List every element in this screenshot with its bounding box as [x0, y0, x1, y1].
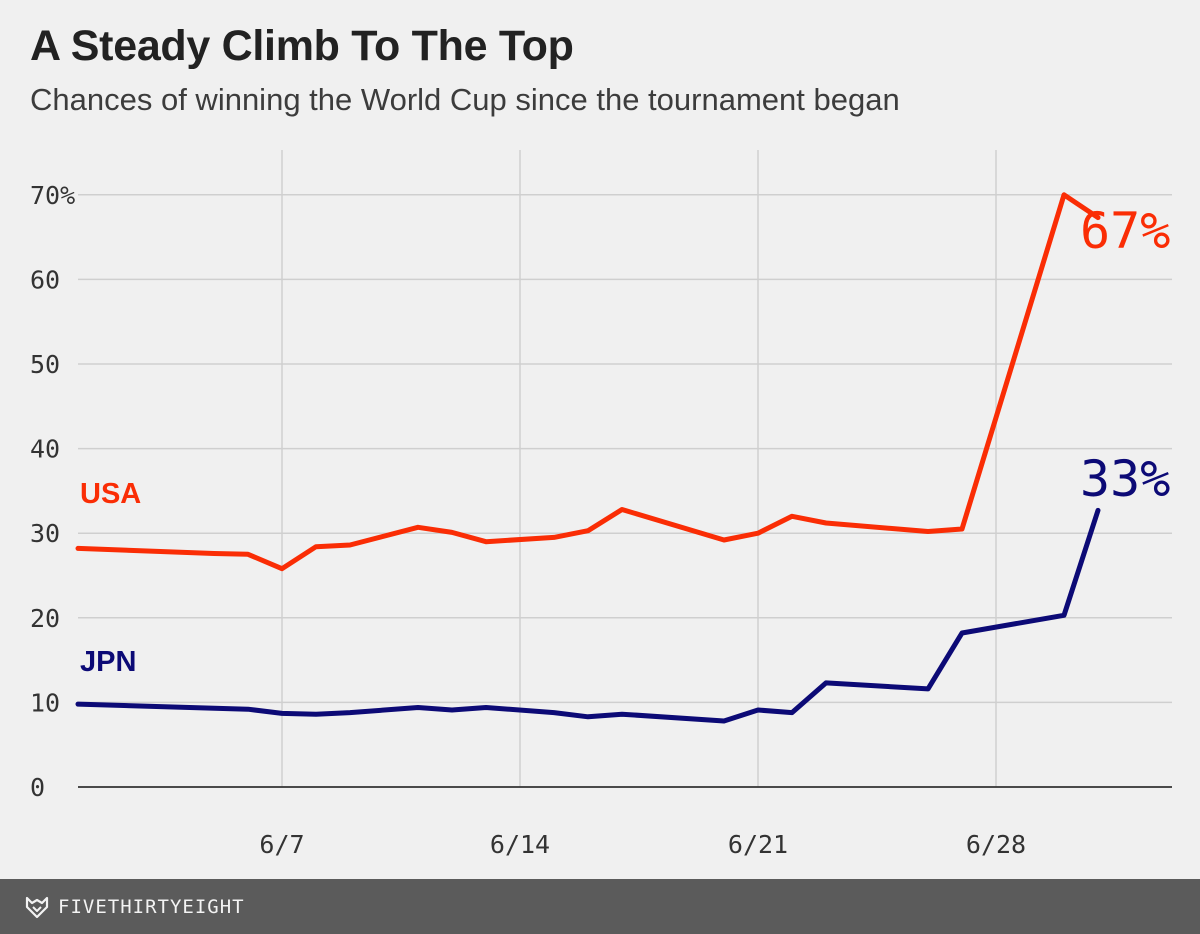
x-tick-label: 6/28 [966, 830, 1026, 859]
chart-title: A Steady Climb To The Top [30, 22, 574, 70]
y-tick-label: 40 [30, 435, 60, 464]
x-tick-label: 6/21 [728, 830, 788, 859]
x-tick-label: 6/14 [490, 830, 550, 859]
series-label-jpn: JPN [80, 646, 136, 678]
x-tick-label: 6/7 [259, 830, 304, 859]
y-tick-label: 60 [30, 265, 60, 294]
line-chart: 6/7 6/14 6/21 6/28 0 10 20 30 40 50 60 70% USA 67% JPN… [30, 150, 1172, 859]
y-tick-label: 50 [30, 350, 60, 379]
y-tick-label: 10 [30, 688, 60, 717]
footer-brand: FIVETHIRTYEIGHT [58, 895, 245, 918]
series-line-usa [75, 192, 1101, 572]
end-label-jpn: 33% [1080, 450, 1170, 508]
y-tick-label: 30 [30, 519, 60, 548]
y-tick-label: 70% [30, 181, 75, 210]
series-line-jpn [75, 507, 1101, 724]
y-tick-label: 0 [30, 773, 45, 802]
end-label-usa: 67% [1080, 202, 1170, 260]
fox-icon [24, 894, 50, 920]
y-tick-label: 20 [30, 604, 60, 633]
series-label-usa: USA [80, 478, 141, 510]
chart-subtitle: Chances of winning the World Cup since t… [30, 82, 900, 117]
footer-bar: FIVETHIRTYEIGHT [0, 879, 1200, 934]
